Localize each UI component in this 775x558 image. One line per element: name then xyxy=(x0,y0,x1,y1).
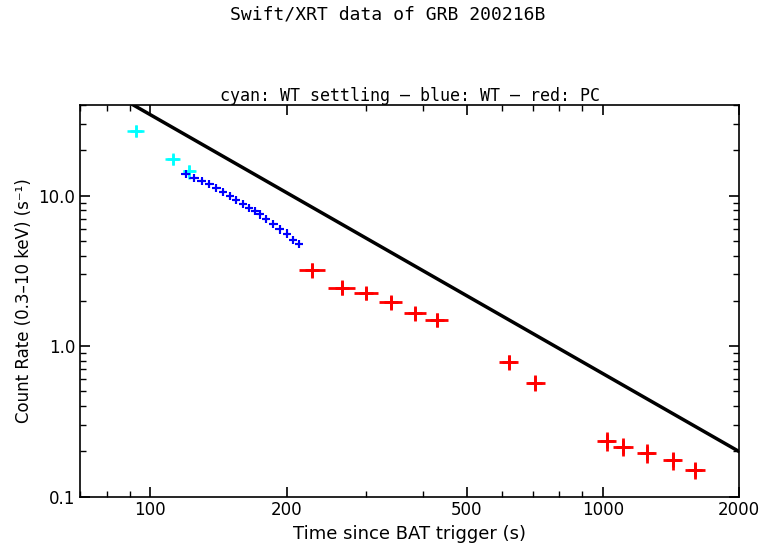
Y-axis label: Count Rate (0.3–10 keV) (s⁻¹): Count Rate (0.3–10 keV) (s⁻¹) xyxy=(15,179,33,423)
X-axis label: Time since BAT trigger (s): Time since BAT trigger (s) xyxy=(293,525,526,543)
Title: cyan: WT settling – blue: WT – red: PC: cyan: WT settling – blue: WT – red: PC xyxy=(219,87,600,105)
Text: Swift/XRT data of GRB 200216B: Swift/XRT data of GRB 200216B xyxy=(230,6,545,23)
